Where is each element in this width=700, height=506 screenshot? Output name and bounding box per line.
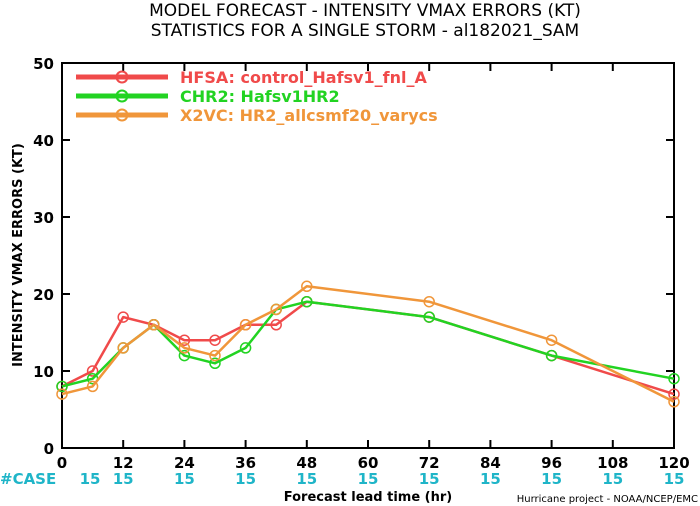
x-tick-label: 0 xyxy=(57,454,67,472)
legend-label: HFSA: control_Hafsv1_fnl_A xyxy=(180,68,427,87)
data-point xyxy=(209,357,221,370)
x-axis-label: Forecast lead time (hr) xyxy=(284,490,452,505)
series-line-2 xyxy=(61,300,675,388)
y-axis-label: INTENSITY VMAX ERRORS (KT) xyxy=(11,143,26,367)
data-point xyxy=(178,349,191,362)
data-point xyxy=(668,396,680,408)
y-tick-label: 0 xyxy=(44,440,54,458)
x-tick-label: 60 xyxy=(358,454,379,472)
case-count: 15 xyxy=(358,470,379,488)
case-count: 15 xyxy=(113,470,134,488)
data-point xyxy=(545,334,558,346)
data-point xyxy=(239,319,252,331)
data-point xyxy=(301,295,313,308)
x-tick-label: 72 xyxy=(419,454,440,472)
data-point xyxy=(668,388,680,400)
data-point xyxy=(423,311,435,323)
case-count: 15 xyxy=(664,470,685,488)
data-point xyxy=(270,303,282,316)
y-axis-ticks: 0 10 20 30 40 50 xyxy=(33,55,674,458)
data-point xyxy=(117,342,129,354)
data-point xyxy=(239,342,252,354)
series-layer xyxy=(56,280,680,408)
x-tick-label: 12 xyxy=(113,454,134,472)
case-counts: 15 15 15 15 15 15 15 15 15 15 15 xyxy=(80,470,685,488)
x-tick-label: 84 xyxy=(480,454,501,472)
data-point xyxy=(270,319,282,331)
legend-marker xyxy=(115,89,129,103)
case-count: 15 xyxy=(541,470,562,488)
legend-label: CHR2: Hafsv1HR2 xyxy=(180,87,340,106)
case-count: 15 xyxy=(602,470,623,488)
series-line-3 xyxy=(61,285,675,403)
y-tick-label: 40 xyxy=(33,132,54,150)
case-label: #CASE xyxy=(0,470,56,488)
data-point xyxy=(86,380,99,393)
x-tick-label: 96 xyxy=(541,454,562,472)
case-count: 15 xyxy=(174,470,195,488)
data-point xyxy=(86,365,99,377)
case-count: 15 xyxy=(296,470,317,488)
x-tick-label: 108 xyxy=(597,454,628,472)
legend-marker xyxy=(115,70,129,84)
case-count: 15 xyxy=(80,470,101,488)
x-tick-label: 36 xyxy=(235,454,256,472)
x-tick-label: 120 xyxy=(658,454,689,472)
x-axis-ticks: 0 12 24 36 48 60 72 84 96 108 120 xyxy=(57,63,690,472)
data-point xyxy=(301,280,313,293)
data-point xyxy=(178,342,191,354)
data-point xyxy=(56,380,68,393)
data-point xyxy=(56,388,68,400)
chart-title: MODEL FORECAST - INTENSITY VMAX ERRORS (… xyxy=(149,1,581,21)
credit-text: Hurricane project - NOAA/NCEP/EMC xyxy=(517,494,698,505)
x-tick-label: 48 xyxy=(296,454,317,472)
data-point xyxy=(668,372,680,385)
legend-label: X2VC: HR2_allcsmf20_varycs xyxy=(180,106,438,125)
legend-marker xyxy=(115,108,129,122)
data-point xyxy=(545,349,558,362)
data-point xyxy=(117,311,129,323)
y-tick-label: 50 xyxy=(33,55,54,73)
x-tick-label: 24 xyxy=(174,454,195,472)
y-tick-label: 10 xyxy=(33,363,54,381)
y-tick-label: 30 xyxy=(33,209,54,227)
data-point xyxy=(148,319,160,331)
case-count: 15 xyxy=(419,470,440,488)
data-point xyxy=(209,349,221,362)
data-point xyxy=(178,334,191,346)
series-line-1 xyxy=(61,300,675,396)
data-point xyxy=(423,295,435,308)
case-count: 15 xyxy=(480,470,501,488)
y-tick-label: 20 xyxy=(33,286,54,304)
data-point xyxy=(209,334,221,346)
case-count: 15 xyxy=(235,470,256,488)
chart-subtitle: STATISTICS FOR A SINGLE STORM - al182021… xyxy=(151,21,579,41)
